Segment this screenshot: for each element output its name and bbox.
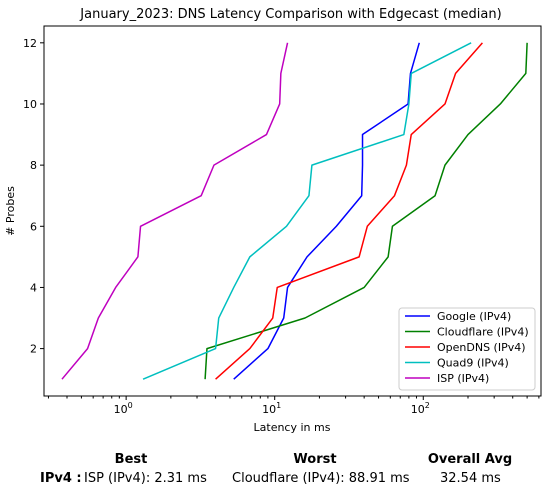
series-line-3 [142, 42, 472, 380]
legend-label-0: Google (IPv4) [437, 310, 511, 323]
x-tick-label: 102 [411, 401, 430, 416]
legend-label-3: Quad9 (IPv4) [437, 357, 509, 370]
chart-title: January_2023: DNS Latency Comparison wit… [79, 7, 501, 22]
best-value: ISP (IPv4): 2.31 ms [84, 471, 207, 486]
legend-label-2: OpenDNS (IPv4) [437, 341, 526, 354]
x-tick-label: 101 [262, 401, 281, 416]
y-tick-label: 2 [30, 343, 37, 356]
y-tick-label: 6 [30, 220, 37, 233]
latency-chart: January_2023: DNS Latency Comparison wit… [4, 7, 542, 434]
y-tick-label: 10 [23, 98, 37, 111]
y-axis-label: # Probes [4, 186, 17, 236]
worst-header: Worst [293, 452, 337, 467]
plot-frame [43, 25, 542, 397]
y-tick-label: 4 [30, 281, 37, 294]
best-header: Best [114, 452, 148, 467]
x-axis-label: Latency in ms [254, 421, 331, 434]
series-line-1 [204, 42, 528, 380]
series-line-0 [233, 42, 421, 380]
y-tick-label: 12 [23, 37, 37, 50]
legend: Google (IPv4) Cloudflare (IPv4) OpenDNS (I… [398, 307, 536, 391]
series-line-4 [61, 42, 289, 380]
overall-avg-header: Overall Avg [427, 452, 513, 467]
y-tick-label: 8 [30, 159, 37, 172]
legend-label-1: Cloudflare (IPv4) [437, 326, 529, 339]
legend-box [398, 307, 536, 391]
worst-value: Cloudflare (IPv4): 88.91 ms [232, 471, 410, 486]
ipv4-row-label: IPv4 : [40, 471, 82, 486]
overall-avg-value: 32.54 ms [440, 471, 501, 486]
legend-label-4: ISP (IPv4) [437, 372, 489, 385]
x-tick-label: 100 [114, 401, 133, 416]
series-line-2 [215, 42, 483, 380]
